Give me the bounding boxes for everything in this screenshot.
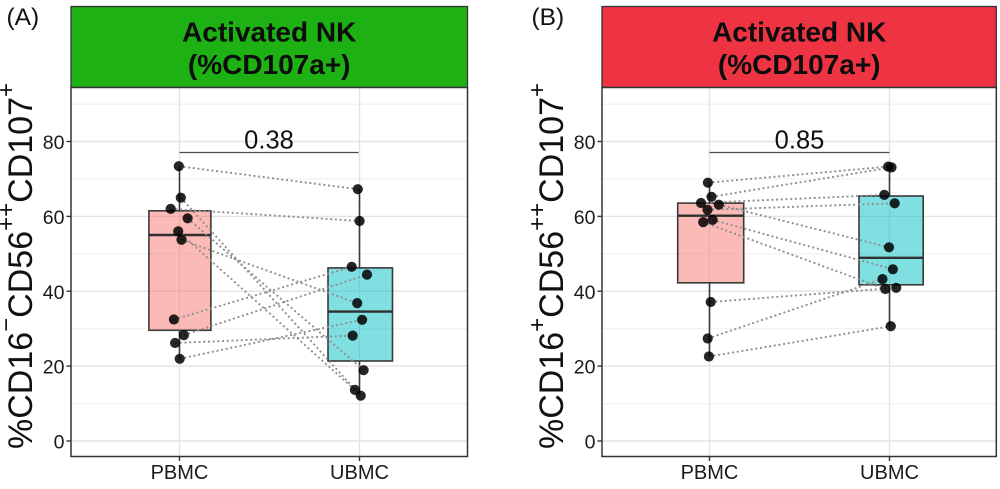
svg-text:(A): (A) [7,4,40,31]
svg-text:60: 60 [43,207,65,229]
svg-text:20: 20 [574,357,596,379]
svg-text:0: 0 [585,432,596,454]
svg-text:PBMC: PBMC [151,462,209,484]
svg-text:PBMC: PBMC [681,462,739,484]
svg-text:0.85: 0.85 [775,127,825,155]
svg-text:Activated NK: Activated NK [182,16,356,47]
svg-text:Activated NK: Activated NK [712,16,886,47]
svg-text:80: 80 [43,132,65,154]
svg-text:(B): (B) [532,4,565,31]
svg-text:0.38: 0.38 [244,127,294,155]
svg-text:40: 40 [574,282,596,304]
svg-text:(%CD107a+): (%CD107a+) [188,49,351,80]
svg-text:60: 60 [574,207,596,229]
svg-text:40: 40 [43,282,65,304]
svg-text:UBMC: UBMC [330,462,389,484]
svg-text:%CD16−CD56++CD107+: %CD16−CD56++CD107+ [0,83,40,449]
svg-text:UBMC: UBMC [860,462,919,484]
svg-text:(%CD107a+): (%CD107a+) [718,49,881,80]
svg-text:20: 20 [43,357,65,379]
svg-text:0: 0 [54,432,65,454]
svg-text:%CD16+CD56++CD107+: %CD16+CD56++CD107+ [524,83,571,449]
svg-text:80: 80 [574,132,596,154]
